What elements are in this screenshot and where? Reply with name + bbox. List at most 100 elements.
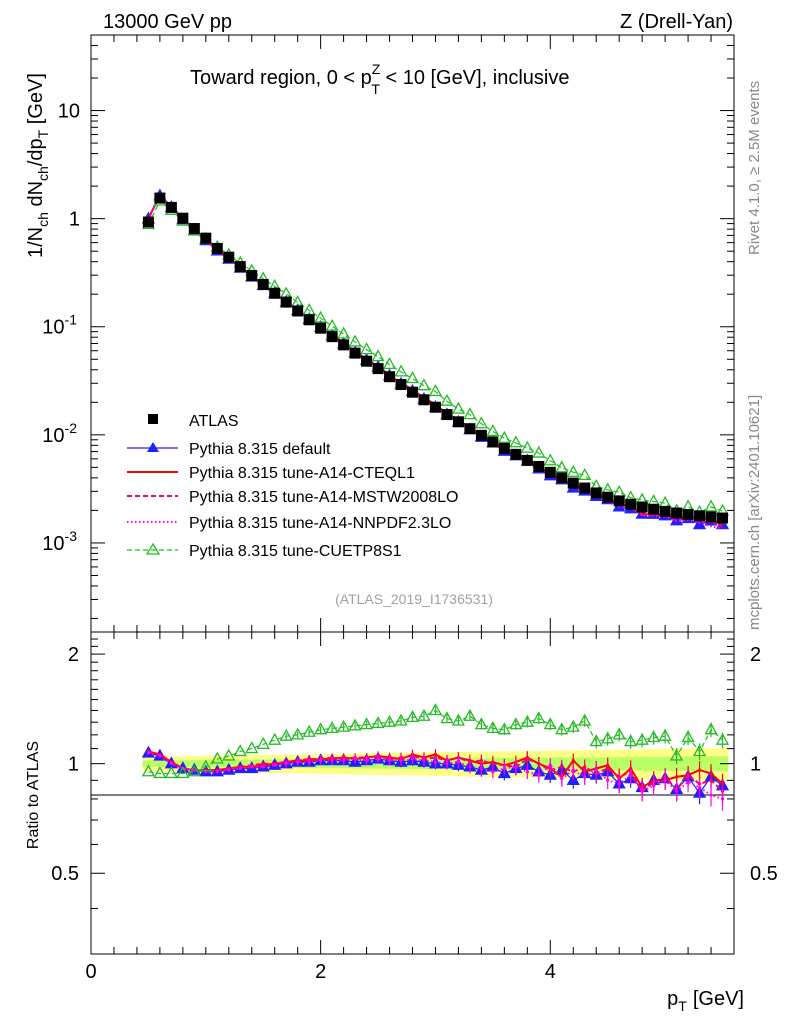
legend-marker-atlas	[148, 414, 158, 424]
ratio-marker-nnpdf	[468, 765, 472, 769]
atlas-data-point	[269, 287, 281, 299]
legend-label-cuetp: Pythia 8.315 tune-CUETP8S1	[189, 543, 402, 560]
series-marker-cuetp	[486, 424, 500, 437]
series-marker-cuetp	[382, 357, 397, 370]
atlas-data-point	[579, 482, 591, 494]
ratio-marker-nnpdf	[479, 766, 483, 771]
atlas-data-point	[246, 269, 258, 281]
atlas-data-point	[521, 454, 533, 466]
series-marker-cuetp	[704, 499, 718, 512]
atlas-data-point	[510, 448, 522, 460]
atlas-data-point	[544, 466, 556, 478]
atlas-data-point	[705, 511, 717, 523]
ratio-marker-cuetp	[256, 737, 270, 749]
legend-label-cteql1: Pythia 8.315 tune-A14-CTEQL1	[189, 465, 415, 482]
legend-label-nnpdf: Pythia 8.315 tune-A14-NNPDF2.3LO	[189, 515, 451, 532]
ratio-marker-cuetp	[578, 713, 592, 726]
ratio-marker-cuetp	[348, 718, 362, 731]
ratio-marker-nnpdf	[594, 768, 598, 772]
legend-entry-mstw: Pythia 8.315 tune-A14-MSTW2008LO	[127, 489, 458, 506]
x-tick-label: 0	[85, 961, 96, 983]
ratio-marker-nnpdf	[674, 789, 679, 793]
atlas-data-point	[292, 305, 304, 317]
legend-entry-nnpdf: Pythia 8.315 tune-A14-NNPDF2.3LO	[127, 515, 451, 532]
ratio-marker-mstw	[560, 765, 564, 769]
ratio-marker-cuetp	[371, 716, 385, 729]
series-marker-cuetp	[555, 460, 569, 473]
series-marker-cuetp	[543, 453, 557, 466]
ratio-marker-nnpdf	[296, 760, 300, 764]
ratio-marker-nnpdf	[330, 758, 334, 763]
atlas-data-point	[407, 386, 418, 398]
ratio-marker-cuetp	[405, 710, 420, 723]
ratio-marker-cuetp	[291, 727, 305, 740]
y-tick-label: 10-2	[42, 420, 77, 447]
ratio-marker-cuetp	[359, 717, 374, 730]
atlas-data-markers	[142, 192, 729, 524]
atlas-data-point	[361, 355, 373, 367]
legend-marker-default	[147, 442, 159, 452]
atlas-data-point	[257, 278, 269, 290]
ratio-line-mstw	[148, 750, 724, 793]
ratio-marker-cuetp	[474, 717, 488, 730]
ratio-marker-mstw	[537, 762, 541, 766]
ratio-marker-cuetp	[669, 748, 684, 761]
ratio-marker-mstw	[261, 762, 265, 766]
mcplots-text: mcplots.cern.ch [arXiv:2401.10621]	[746, 395, 763, 630]
ratio-marker-nnpdf	[720, 797, 725, 801]
atlas-data-point	[487, 436, 499, 448]
atlas-data-point	[188, 223, 200, 235]
atlas-data-point	[395, 379, 407, 391]
legend-entry-cteql1: Pythia 8.315 tune-A14-CTEQL1	[127, 465, 415, 482]
ratio-marker-cuetp	[692, 744, 707, 757]
ratio-marker-nnpdf	[560, 776, 564, 781]
ratio-marker-cuetp	[635, 732, 649, 745]
main-axis-ticks	[90, 34, 735, 632]
main-y-tick-labels: 10-3 10-2 10-1 1 10	[42, 101, 80, 555]
ratio-marker-nnpdf	[640, 789, 644, 793]
ratio-marker-nnpdf	[158, 754, 162, 758]
x-axis-label: pT [GeV]	[667, 988, 744, 1014]
ratio-marker-nnpdf	[629, 773, 633, 777]
series-marker-cuetp	[428, 384, 443, 397]
ratio-marker-nnpdf	[273, 763, 277, 767]
atlas-data-point	[498, 442, 510, 454]
atlas-data-point	[590, 487, 602, 499]
legend-label-mstw: Pythia 8.315 tune-A14-MSTW2008LO	[189, 489, 458, 506]
y-tick-label: 1	[69, 209, 80, 231]
ratio-marker-cuetp	[302, 724, 316, 737]
atlas-data-point	[452, 416, 464, 428]
ratio-marker-cuetp	[451, 713, 466, 726]
ratio-marker-cuetp	[141, 764, 156, 777]
y-tick-label: 10-3	[42, 528, 77, 555]
series-marker-cuetp	[405, 371, 420, 384]
y-axis-label: 1/Nch dNch/dpT [GeV]	[25, 73, 51, 258]
atlas-data-point	[475, 429, 487, 441]
ratio-marker-cuetp	[233, 744, 247, 757]
ratio-marker-cuetp	[382, 714, 397, 727]
ratio-marker-nnpdf	[548, 763, 552, 767]
atlas-data-point	[315, 322, 327, 334]
series-marker-cuetp	[371, 349, 385, 362]
ratio-marker-cuetp	[589, 734, 603, 747]
ratio-tick-label-left: 1	[68, 754, 79, 776]
ratio-marker-cuetp	[463, 708, 477, 721]
ratio-marker-cuetp	[647, 730, 661, 743]
ratio-marker-nnpdf	[307, 760, 311, 764]
atlas-data-point	[372, 363, 384, 375]
ratio-marker-cuetp	[509, 717, 523, 730]
ratio-marker-nnpdf	[353, 757, 357, 761]
series-marker-cuetp	[325, 318, 339, 331]
series-marker-cuetp	[520, 440, 534, 453]
series-marker-cuetp	[474, 416, 488, 429]
series-marker-cuetp	[337, 326, 351, 339]
ratio-marker-cuetp	[715, 732, 730, 745]
ratio-marker-nnpdf	[342, 758, 346, 763]
ratio-y-tick-labels: 0.5 0.5 1 1 2 2	[51, 644, 778, 885]
atlas-data-point	[223, 251, 235, 263]
atlas-data-point	[234, 261, 246, 273]
atlas-data-point	[682, 509, 694, 521]
y-tick-label: 10-1	[42, 312, 77, 339]
ratio-tick-label-right: 0.5	[750, 863, 778, 885]
ratio-marker-nnpdf	[709, 793, 713, 797]
